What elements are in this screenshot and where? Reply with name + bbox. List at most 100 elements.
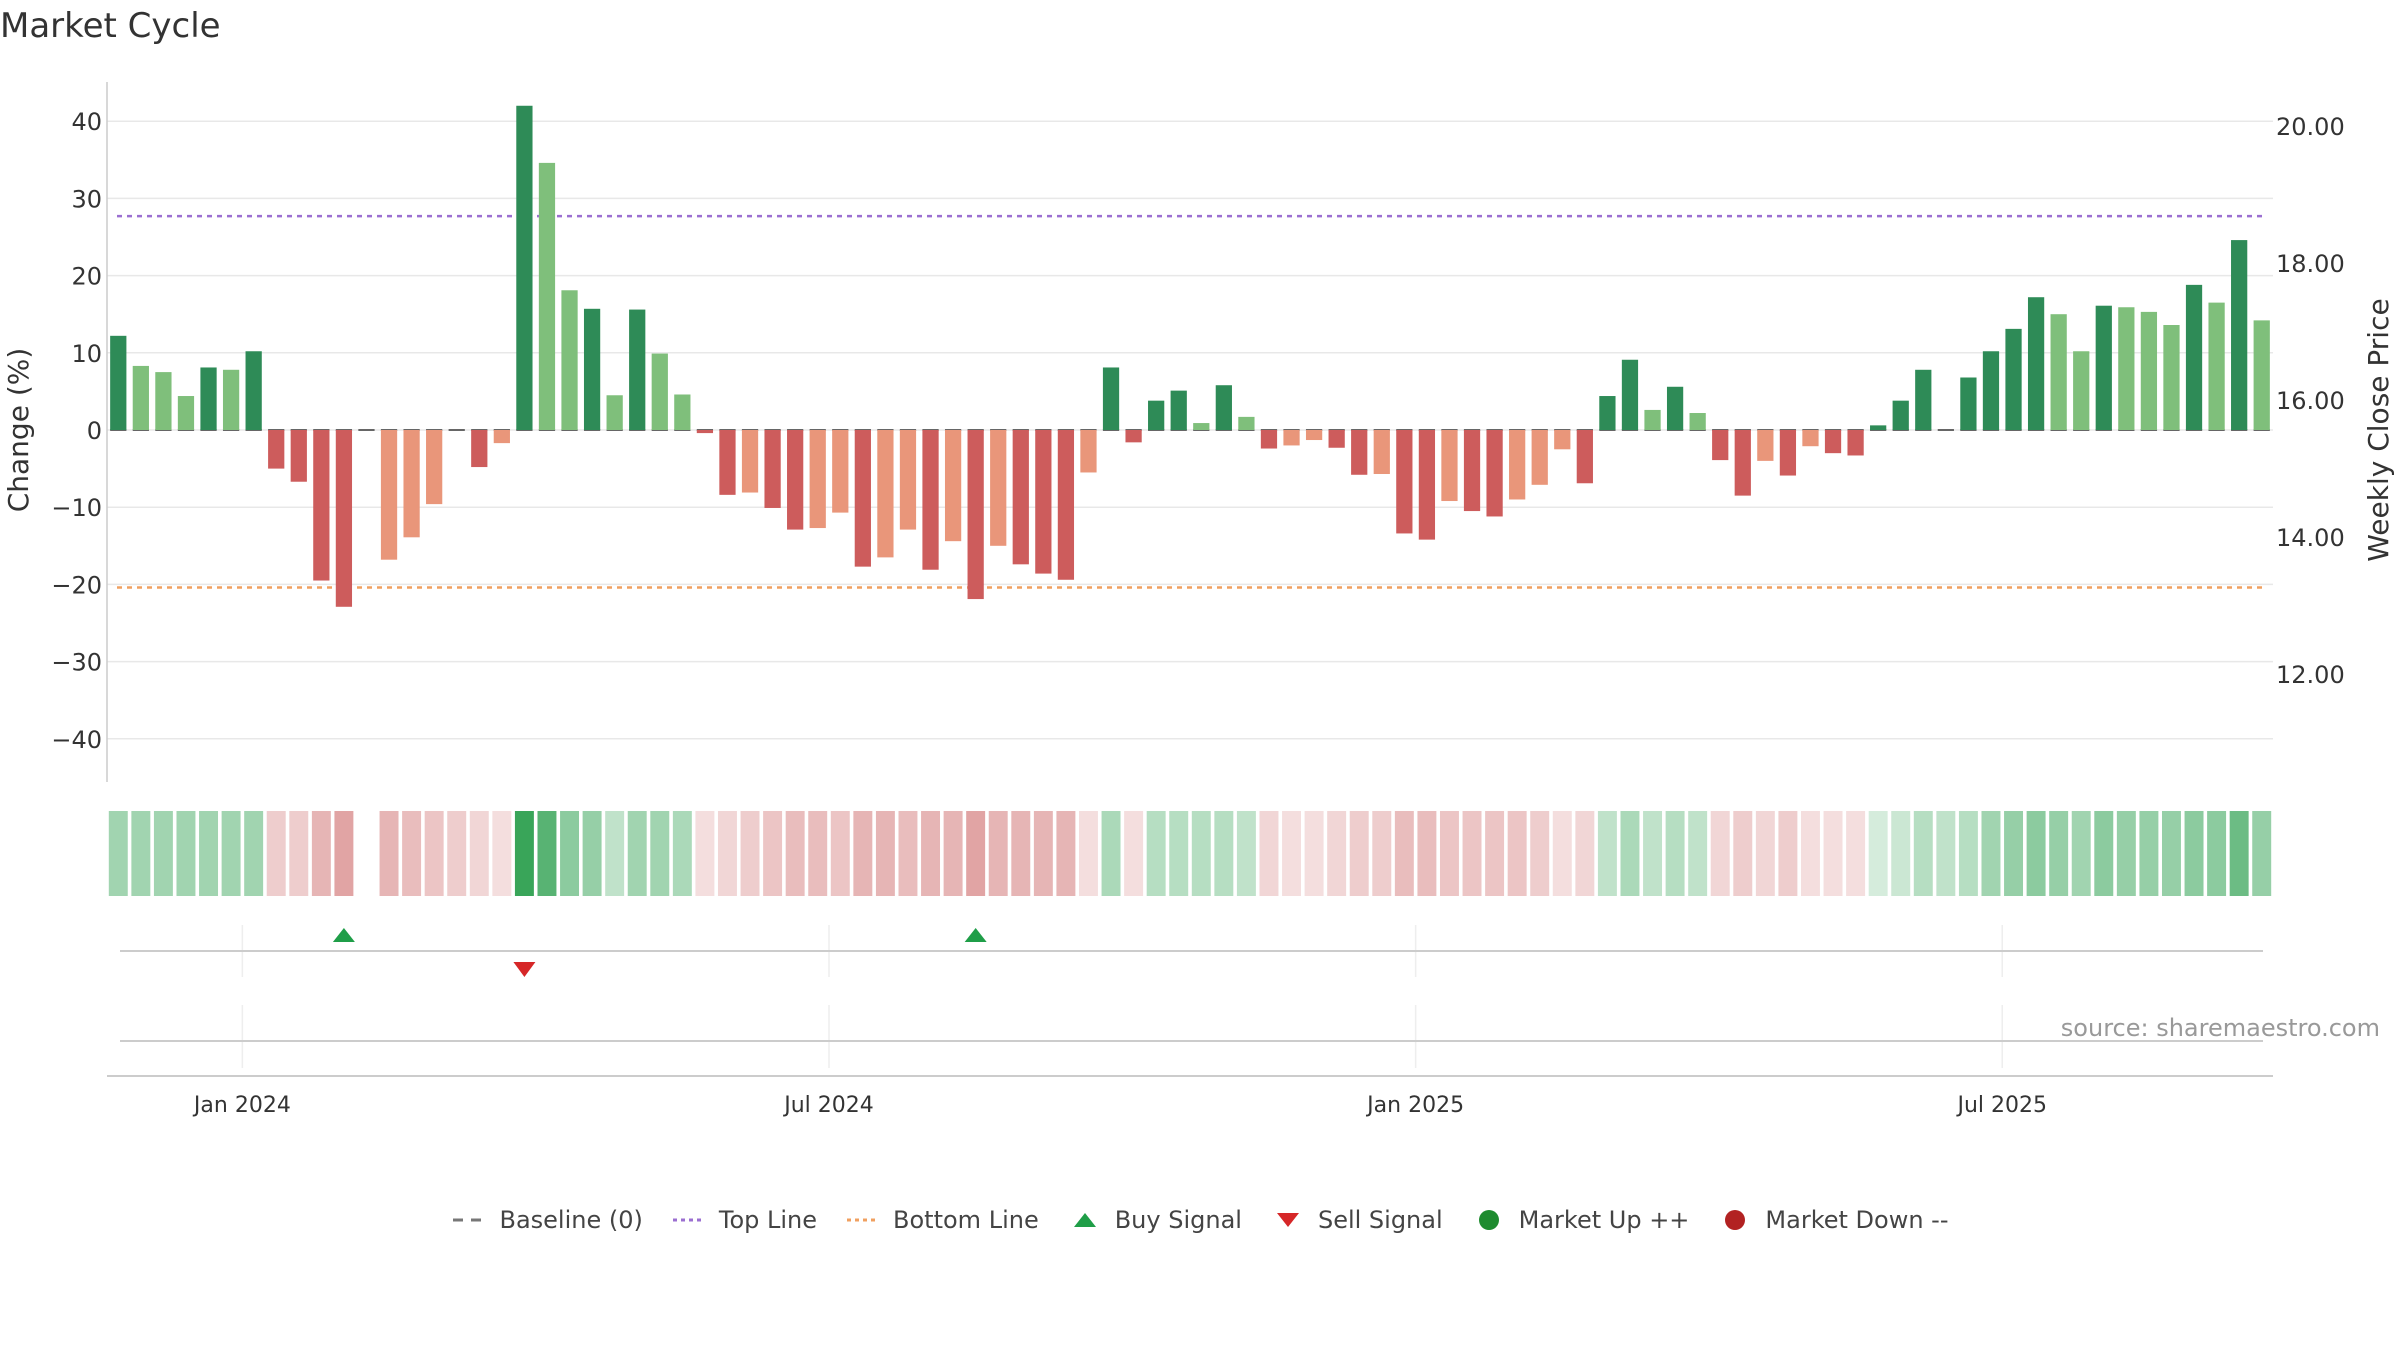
bar-negative bbox=[944, 430, 962, 542]
heat-cell bbox=[289, 811, 309, 896]
bar-negative bbox=[1012, 430, 1029, 565]
bar-negative bbox=[1576, 430, 1593, 484]
bar-positive bbox=[1238, 416, 1255, 430]
heat-cell bbox=[2252, 811, 2272, 896]
bar-negative bbox=[1373, 430, 1390, 475]
y-tick-label: −30 bbox=[51, 649, 102, 677]
y2-tick-label: 12.00 bbox=[2276, 661, 2345, 689]
bar-negative bbox=[741, 430, 759, 493]
buy-signal-marker bbox=[964, 928, 987, 942]
bar-negative bbox=[1328, 430, 1345, 448]
heat-cell bbox=[2229, 811, 2249, 896]
bar-negative bbox=[1441, 430, 1458, 502]
bar-positive bbox=[2095, 305, 2112, 430]
heat-cell bbox=[1913, 811, 1933, 896]
heat-cell bbox=[1823, 811, 1843, 896]
bar-negative bbox=[1035, 430, 1052, 574]
sell-signal-marker bbox=[513, 962, 536, 977]
heat-cell bbox=[695, 811, 715, 896]
heat-cell bbox=[1011, 811, 1031, 896]
bar-negative bbox=[1779, 430, 1797, 476]
legend-item: Market Down -- bbox=[1717, 1206, 1949, 1234]
heat-cell bbox=[1078, 811, 1098, 896]
bar-positive bbox=[651, 353, 668, 430]
heat-cell bbox=[1665, 811, 1685, 896]
legend-label: Buy Signal bbox=[1114, 1206, 1242, 1234]
heat-cell bbox=[153, 811, 173, 896]
heat-cell bbox=[1981, 811, 2001, 896]
bar-negative bbox=[426, 430, 443, 505]
heat-cell bbox=[1056, 811, 1076, 896]
heat-cell bbox=[1349, 811, 1369, 896]
heat-cell bbox=[1575, 811, 1595, 896]
axis-labels: 40 30 20 10 0 −10 −20 −30 −40 20.00 18.00 16.00 14.0… bbox=[2, 108, 2395, 1118]
heat-cell bbox=[266, 811, 286, 896]
heat-cell bbox=[1800, 811, 1820, 896]
legend-item: Bottom Line bbox=[845, 1206, 1039, 1234]
bar-negative bbox=[290, 430, 307, 482]
heat-cell bbox=[379, 811, 399, 896]
bar-negative bbox=[1305, 430, 1323, 441]
heat-cell bbox=[627, 811, 647, 896]
heat-cell bbox=[402, 811, 422, 896]
heat-cell bbox=[1620, 811, 1640, 896]
heat-cell bbox=[943, 811, 963, 896]
bar-negative bbox=[899, 430, 917, 530]
heat-cell bbox=[2207, 811, 2227, 896]
legend-label: Sell Signal bbox=[1317, 1206, 1443, 1234]
bar-positive bbox=[1892, 400, 1909, 430]
bar-negative bbox=[787, 430, 804, 530]
bar-positive bbox=[177, 396, 195, 430]
heat-cell bbox=[469, 811, 489, 896]
bar-positive bbox=[2050, 314, 2067, 430]
heat-cell bbox=[1214, 811, 1234, 896]
bar-negative bbox=[403, 430, 420, 538]
heat-cell bbox=[1643, 811, 1663, 896]
bar-negative bbox=[1486, 430, 1503, 517]
bar-negative bbox=[1057, 430, 1075, 580]
bar-negative bbox=[990, 430, 1007, 546]
bar-negative bbox=[1734, 430, 1751, 496]
dash-line-icon bbox=[453, 1218, 486, 1222]
legend-item: Top Line bbox=[671, 1206, 817, 1234]
x-tick-label: Jan 2024 bbox=[192, 1093, 291, 1118]
heat-cell bbox=[853, 811, 873, 896]
bar-positive bbox=[155, 372, 172, 430]
bar-positive bbox=[629, 309, 646, 430]
heat-cell bbox=[1552, 811, 1572, 896]
bar-negative bbox=[313, 430, 330, 581]
bar-positive bbox=[1689, 413, 1706, 430]
bar-negative bbox=[719, 430, 736, 495]
heat-cell bbox=[1688, 811, 1708, 896]
heat-cell bbox=[1868, 811, 1888, 896]
heat-cell bbox=[1417, 811, 1437, 896]
bar-positive bbox=[561, 290, 578, 430]
heat-cell bbox=[1259, 811, 1279, 896]
bar-negative bbox=[1260, 430, 1278, 449]
heat-cell bbox=[875, 811, 895, 896]
heat-cell bbox=[582, 811, 602, 896]
bar-positive bbox=[132, 365, 149, 430]
bar-positive bbox=[1193, 423, 1210, 430]
heat-cell bbox=[1710, 811, 1730, 896]
heat-cell bbox=[1439, 811, 1459, 896]
bar-positive bbox=[1666, 386, 1684, 430]
bar-negative bbox=[967, 430, 984, 600]
triangle-down-icon bbox=[1276, 1213, 1299, 1227]
heat-cell bbox=[1236, 811, 1256, 896]
legend-label: Market Up ++ bbox=[1518, 1206, 1690, 1234]
y-tick-label: 30 bbox=[71, 185, 102, 213]
y-tick-label: 20 bbox=[71, 263, 102, 291]
heat-cell bbox=[1033, 811, 1053, 896]
bar-positive bbox=[538, 162, 556, 430]
legend-label: Baseline (0) bbox=[499, 1206, 643, 1234]
bar-positive bbox=[1644, 409, 1661, 430]
bar-negative bbox=[1351, 430, 1368, 475]
y-tick-label: 40 bbox=[71, 108, 102, 136]
bar-negative bbox=[1418, 430, 1436, 540]
y-tick-label: 0 bbox=[87, 417, 102, 445]
bar-negative bbox=[471, 430, 488, 468]
bar-negative bbox=[1463, 430, 1481, 512]
bar-negative bbox=[380, 430, 398, 560]
bar-positive bbox=[1915, 369, 1932, 430]
